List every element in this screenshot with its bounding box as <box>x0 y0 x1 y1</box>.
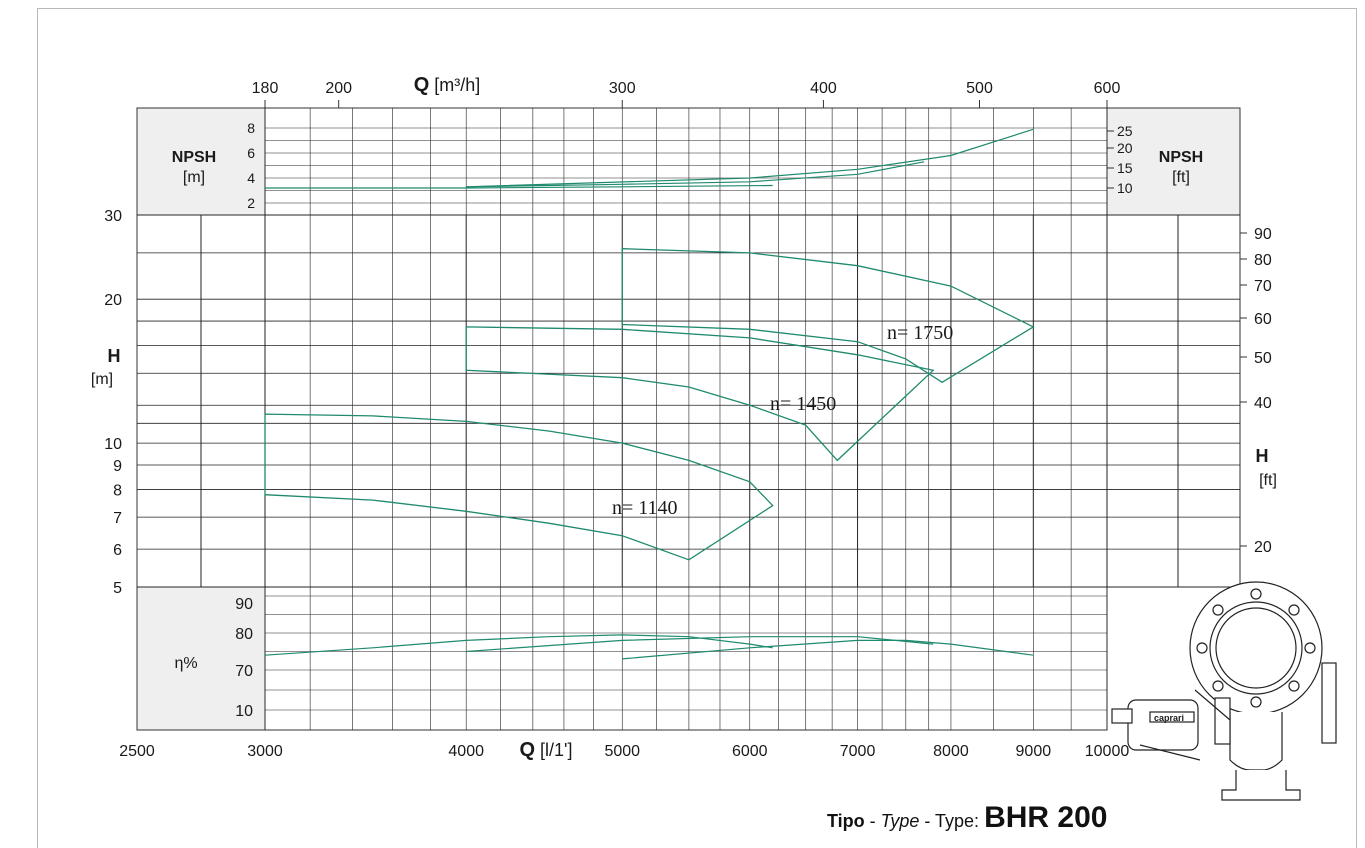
head-m-tick-label: 6 <box>113 542 122 559</box>
npsh-m-tick-label: 6 <box>247 145 255 161</box>
bottom-tick-label: 5000 <box>604 743 640 760</box>
bottom-tick-label: 7000 <box>840 743 876 760</box>
head-ft-axis-label: H <box>1256 446 1269 466</box>
bottom-tick-label: 3000 <box>247 743 283 760</box>
footer-tipo: Tipo <box>827 811 865 831</box>
head-ft-tick-label: 70 <box>1254 278 1272 295</box>
top-axis-label: Q [m³/h] <box>414 74 481 96</box>
npsh-ft-label: NPSH <box>1159 149 1203 166</box>
head-ft-tick-label: 20 <box>1254 539 1272 556</box>
head-ft-tick-label: 50 <box>1254 350 1272 367</box>
pump-model: BHR 200 <box>984 801 1108 834</box>
head-m-tick-label: 9 <box>113 458 122 475</box>
efficiency-grid-area <box>264 586 1108 731</box>
npsh-ft-tick-label: 20 <box>1117 140 1133 156</box>
bottom-tick-label: 4000 <box>448 743 484 760</box>
npsh-ft-unit: [ft] <box>1172 169 1190 186</box>
top-tick-label: 400 <box>810 80 837 97</box>
head-ft-tick-label: 80 <box>1254 252 1272 269</box>
npsh-m-tick-label: 2 <box>247 195 255 211</box>
head-m-tick-label: 8 <box>113 482 122 499</box>
pump-type-footer: Tipo - Type - Type: BHR 200 <box>827 801 1107 835</box>
bottom-tick-label: 9000 <box>1016 743 1052 760</box>
top-tick-label: 200 <box>325 80 352 97</box>
top-tick-label: 500 <box>966 80 993 97</box>
npsh-m-label: NPSH <box>172 149 216 166</box>
caprari-pump-drawing-icon <box>1111 581 1337 801</box>
npsh-m-tick-label: 8 <box>247 120 255 136</box>
efficiency-tick-label: 80 <box>235 626 253 643</box>
footer-sep1: - <box>864 811 881 831</box>
npsh-curve <box>466 161 925 188</box>
speed-label: n= 1450 <box>770 393 836 415</box>
efficiency-tick-label: 90 <box>235 596 253 613</box>
head-ft-tick-label: 60 <box>1254 311 1272 328</box>
speed-label: n= 1140 <box>612 497 678 519</box>
footer-type-italic: Type <box>880 811 920 831</box>
efficiency-label: η% <box>174 655 197 672</box>
head-panel <box>136 214 1241 588</box>
head-ft-unit: [ft] <box>1259 472 1277 489</box>
head-m-tick-label: 30 <box>104 208 122 225</box>
top-tick-label: 600 <box>1094 80 1121 97</box>
head-m-tick-label: 20 <box>104 292 122 309</box>
bottom-axis-label: Q [l/1'] <box>519 739 572 761</box>
head-m-unit: [m] <box>91 371 113 388</box>
speed-label: n= 1750 <box>887 322 953 344</box>
pump-brand-label: caprari <box>1154 713 1184 723</box>
npsh-m-tick-label: 4 <box>247 170 255 186</box>
head-curve <box>465 326 935 462</box>
head-curve <box>264 413 774 561</box>
npsh-ft-tick-label: 15 <box>1117 160 1133 176</box>
top-tick-label: 300 <box>609 80 636 97</box>
bottom-tick-label: 2500 <box>119 743 155 760</box>
efficiency-tick-label: 10 <box>235 703 253 720</box>
bottom-tick-label: 6000 <box>732 743 768 760</box>
efficiency-curve <box>466 636 934 653</box>
npsh-m-unit: [m] <box>183 169 205 186</box>
chart-frame <box>37 8 1357 848</box>
efficiency-curve <box>264 634 773 656</box>
footer-sep2: - Type: <box>919 811 985 831</box>
efficiency-curve <box>622 639 1034 660</box>
head-ft-tick-label: 90 <box>1254 226 1272 243</box>
bottom-tick-label: 10000 <box>1085 743 1130 760</box>
head-m-tick-label: 5 <box>113 580 122 597</box>
npsh-ft-tick-label: 25 <box>1117 123 1133 139</box>
head-ft-tick-label: 40 <box>1254 395 1272 412</box>
head-curve <box>621 248 1035 384</box>
npsh-ft-tick-label: 10 <box>1117 180 1133 196</box>
efficiency-tick-label: 70 <box>235 663 253 680</box>
top-tick-label: 180 <box>252 80 279 97</box>
bottom-tick-label: 8000 <box>933 743 969 760</box>
npsh-curve <box>265 184 773 189</box>
npsh-grid-area <box>264 107 1108 216</box>
npsh-curve <box>466 128 1034 188</box>
head-m-tick-label: 10 <box>104 436 122 453</box>
head-m-axis-label: H <box>108 346 121 366</box>
head-m-tick-label: 7 <box>113 510 122 527</box>
